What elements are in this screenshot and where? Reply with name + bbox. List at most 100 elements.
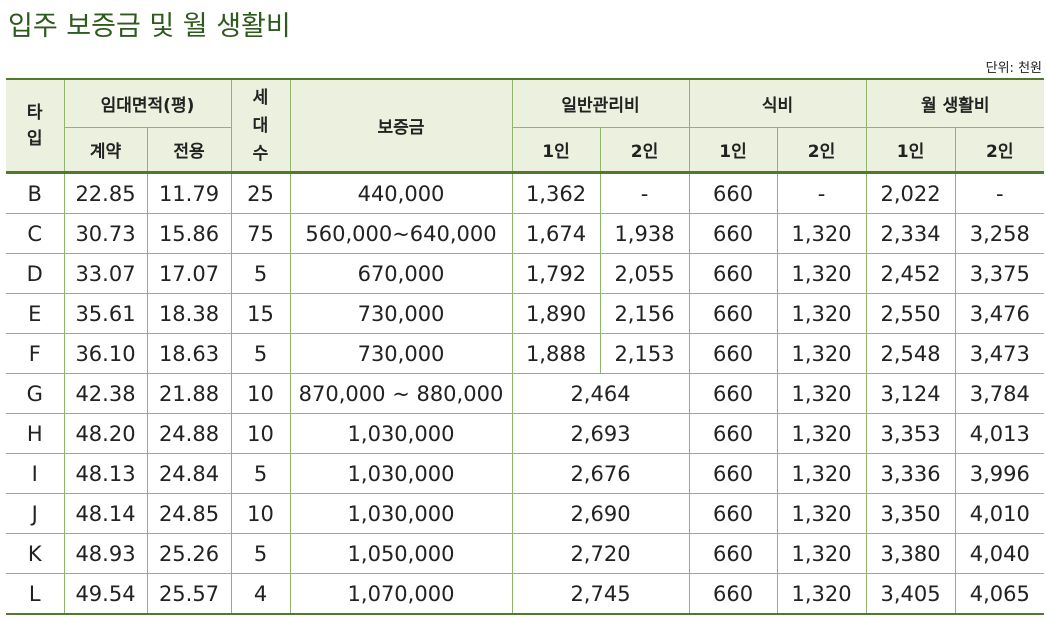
cell-households: 10: [230, 373, 291, 414]
cell-meal-1: 660: [688, 413, 778, 454]
page-title: 입주 보증금 및 월 생활비: [8, 11, 291, 42]
table-row: E 35.61 18.38 15 730,000 1,890 2,156 660…: [6, 293, 1045, 334]
cell-living-2: 4,065: [954, 573, 1045, 615]
header-contract: 계약: [63, 127, 148, 174]
header-type: 타 입: [6, 78, 65, 174]
cell-meal-2: 1,320: [776, 213, 867, 254]
cell-living-2: 4,010: [954, 493, 1045, 534]
table-row: G 42.38 21.88 10 870,000 ~ 880,000 2,464…: [6, 373, 1045, 414]
cell-living-1: 3,350: [865, 493, 956, 534]
cell-meal-1: 660: [688, 573, 778, 615]
cell-living-2: 4,040: [954, 533, 1045, 574]
cell-meal-2: -: [776, 172, 867, 214]
cell-living-2: 3,784: [954, 373, 1045, 414]
header-meal: 식비: [688, 78, 867, 128]
cell-deposit: 560,000~640,000: [289, 213, 513, 254]
cell-households: 10: [230, 413, 291, 454]
table-header: 타 입 임대면적(평) 세 대 수 보증금 일반관리비 식비 월 생활비 계약 …: [6, 78, 1045, 174]
cell-mgmt-2: 2,156: [599, 293, 690, 334]
cell-living-1: 2,022: [865, 172, 956, 214]
cell-type: C: [6, 213, 65, 254]
cell-deposit: 670,000: [289, 253, 513, 294]
fee-table: 타 입 임대면적(평) 세 대 수 보증금 일반관리비 식비 월 생활비 계약 …: [6, 78, 1045, 615]
cell-mgmt-2: 2,055: [599, 253, 690, 294]
cell-meal-1: 660: [688, 453, 778, 494]
cell-type: G: [6, 373, 65, 414]
cell-exclusive: 24.88: [146, 413, 232, 454]
cell-mgmt: 2,693: [511, 413, 690, 454]
header-living: 월 생활비: [865, 78, 1045, 128]
cell-mgmt-2: 2,153: [599, 333, 690, 374]
cell-exclusive: 17.07: [146, 253, 232, 294]
cell-contract: 30.73: [63, 213, 148, 254]
table-row: I 48.13 24.84 5 1,030,000 2,676 660 1,32…: [6, 453, 1045, 494]
cell-exclusive: 25.26: [146, 533, 232, 574]
cell-contract: 48.20: [63, 413, 148, 454]
cell-living-1: 2,452: [865, 253, 956, 294]
cell-meal-2: 1,320: [776, 253, 867, 294]
cell-households: 25: [230, 172, 291, 214]
cell-living-1: 3,336: [865, 453, 956, 494]
cell-mgmt: 2,745: [511, 573, 690, 615]
cell-households: 10: [230, 493, 291, 534]
cell-meal-1: 660: [688, 533, 778, 574]
cell-type: I: [6, 453, 65, 494]
cell-type: E: [6, 293, 65, 334]
cell-mgmt-1: 1,674: [511, 213, 601, 254]
table-row: K 48.93 25.26 5 1,050,000 2,720 660 1,32…: [6, 533, 1045, 574]
cell-type: L: [6, 573, 65, 615]
cell-contract: 22.85: [63, 172, 148, 214]
header-exclusive: 전용: [146, 127, 232, 174]
cell-living-2: -: [954, 172, 1045, 214]
header-households-line: 세: [252, 87, 269, 108]
cell-mgmt-1: 1,890: [511, 293, 601, 334]
cell-meal-2: 1,320: [776, 533, 867, 574]
cell-contract: 36.10: [63, 333, 148, 374]
header-mgmt-1: 1인: [511, 127, 601, 174]
cell-exclusive: 18.63: [146, 333, 232, 374]
cell-meal-2: 1,320: [776, 333, 867, 374]
cell-meal-1: 660: [688, 373, 778, 414]
cell-living-1: 3,124: [865, 373, 956, 414]
cell-type: D: [6, 253, 65, 294]
cell-living-1: 3,405: [865, 573, 956, 615]
cell-deposit: 730,000: [289, 333, 513, 374]
cell-meal-1: 660: [688, 493, 778, 534]
cell-meal-2: 1,320: [776, 453, 867, 494]
cell-type: J: [6, 493, 65, 534]
table-row: B 22.85 11.79 25 440,000 1,362 - 660 - 2…: [6, 172, 1045, 214]
cell-contract: 42.38: [63, 373, 148, 414]
cell-meal-1: 660: [688, 172, 778, 214]
cell-exclusive: 11.79: [146, 172, 232, 214]
cell-meal-1: 660: [688, 253, 778, 294]
header-type-line: 타: [26, 102, 43, 123]
cell-living-2: 3,473: [954, 333, 1045, 374]
cell-households: 5: [230, 533, 291, 574]
table-row: H 48.20 24.88 10 1,030,000 2,693 660 1,3…: [6, 413, 1045, 454]
cell-deposit: 1,070,000: [289, 573, 513, 615]
header-meal-2: 2인: [776, 127, 867, 174]
cell-type: B: [6, 172, 65, 214]
cell-mgmt-2: -: [599, 172, 690, 214]
cell-households: 5: [230, 253, 291, 294]
cell-meal-1: 660: [688, 293, 778, 334]
cell-living-2: 3,375: [954, 253, 1045, 294]
cell-households: 4: [230, 573, 291, 615]
table-row: J 48.14 24.85 10 1,030,000 2,690 660 1,3…: [6, 493, 1045, 534]
cell-exclusive: 15.86: [146, 213, 232, 254]
cell-living-1: 2,550: [865, 293, 956, 334]
cell-mgmt: 2,464: [511, 373, 690, 414]
cell-living-1: 3,353: [865, 413, 956, 454]
cell-contract: 33.07: [63, 253, 148, 294]
header-households-line: 수: [252, 143, 269, 164]
header-households: 세 대 수: [230, 78, 291, 174]
cell-meal-2: 1,320: [776, 573, 867, 615]
cell-meal-2: 1,320: [776, 413, 867, 454]
cell-contract: 35.61: [63, 293, 148, 334]
header-type-line: 입: [26, 128, 43, 149]
cell-mgmt: 2,690: [511, 493, 690, 534]
cell-deposit: 1,030,000: [289, 413, 513, 454]
cell-living-1: 3,380: [865, 533, 956, 574]
cell-meal-2: 1,320: [776, 293, 867, 334]
cell-deposit: 730,000: [289, 293, 513, 334]
